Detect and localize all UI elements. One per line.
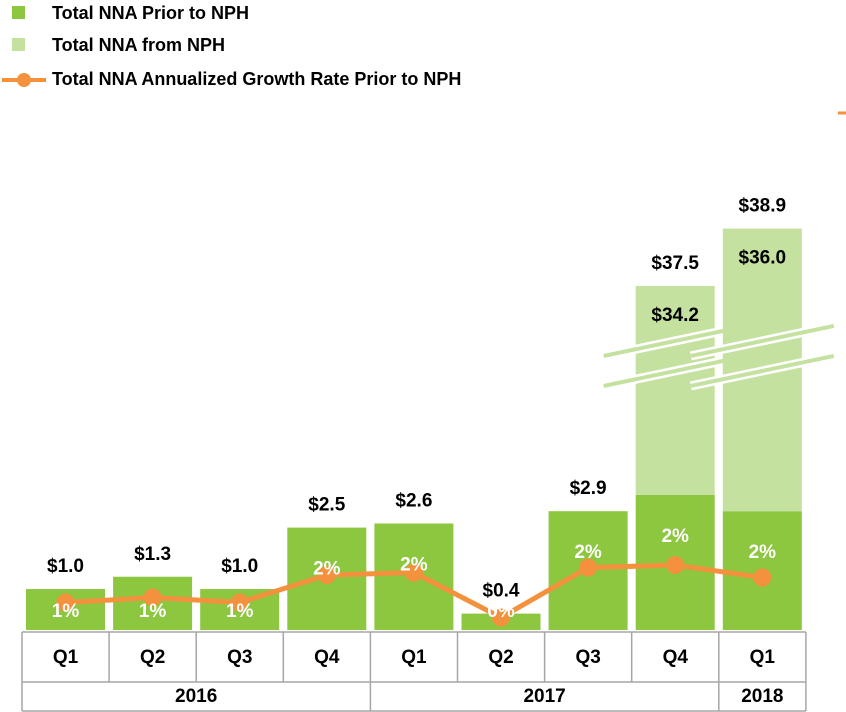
value-label: $2.5 xyxy=(308,495,345,516)
rate-marker xyxy=(404,563,423,582)
value-label: $0.4 xyxy=(483,581,520,602)
value-label: $2.6 xyxy=(395,491,432,512)
axis-break xyxy=(690,323,835,358)
axis-break xyxy=(690,353,835,388)
value-label: $34.2 xyxy=(651,305,699,326)
total-label: $38.9 xyxy=(739,196,787,217)
rate-label: 2% xyxy=(313,559,341,580)
rate-label: 1% xyxy=(226,601,254,622)
rate-marker xyxy=(666,556,685,575)
value-label: $2.9 xyxy=(570,478,607,499)
x-tick-label: Q2 xyxy=(488,647,513,668)
group-label: 2018 xyxy=(741,686,783,707)
rate-marker xyxy=(492,608,510,627)
legend-label: Total NNA Prior to NPH xyxy=(52,3,249,23)
legend-swatch xyxy=(12,38,25,51)
rate-label: 0% xyxy=(487,601,515,622)
rate-label: 2% xyxy=(400,555,428,576)
legend-marker xyxy=(17,73,31,87)
total-label: $37.5 xyxy=(651,253,699,274)
rate-marker xyxy=(230,593,249,612)
x-tick-label: Q4 xyxy=(314,647,340,668)
rate-marker xyxy=(317,566,336,585)
group-label: 2017 xyxy=(523,686,565,707)
x-tick-label: Q4 xyxy=(663,647,689,668)
x-tick-label: Q1 xyxy=(750,647,776,668)
x-tick-label: Q3 xyxy=(575,647,600,668)
rate-marker xyxy=(753,568,772,587)
x-tick-label: Q2 xyxy=(140,647,165,668)
x-tick-label: Q1 xyxy=(53,647,79,668)
value-label: $36.0 xyxy=(739,248,787,269)
rate-label: 1% xyxy=(139,601,167,622)
legend-swatch xyxy=(12,6,25,19)
group-label: 2016 xyxy=(175,686,217,707)
rate-label: 1% xyxy=(52,601,80,622)
rate-marker xyxy=(143,588,162,607)
x-tick-label: Q1 xyxy=(401,647,427,668)
legend-label: Total NNA Annualized Growth Rate Prior t… xyxy=(52,69,461,89)
rate-label: 2% xyxy=(574,542,602,563)
rate-label: 2% xyxy=(749,542,777,563)
rate-marker xyxy=(579,558,598,577)
rate-marker xyxy=(56,593,75,612)
value-label: $1.0 xyxy=(47,556,84,577)
x-tick-label: Q3 xyxy=(227,647,252,668)
legend-label: Total NNA from NPH xyxy=(52,35,225,55)
rate-label: 2% xyxy=(661,526,689,547)
value-label: $1.3 xyxy=(134,544,171,565)
bar xyxy=(635,285,715,495)
value-label: $1.0 xyxy=(221,556,258,577)
